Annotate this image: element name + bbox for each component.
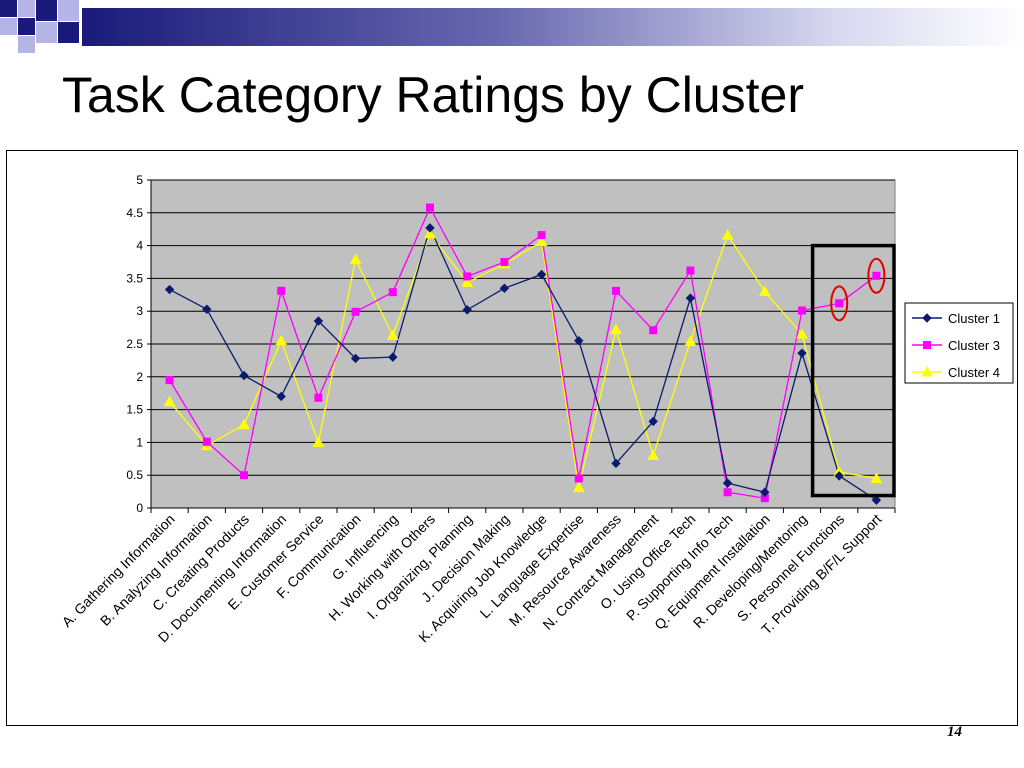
data-point-cluster-4 bbox=[796, 328, 808, 339]
data-point-cluster-1 bbox=[239, 370, 249, 381]
data-point-cluster-1 bbox=[276, 391, 286, 402]
data-point-cluster-1 bbox=[760, 487, 770, 497]
legend-swatch-marker bbox=[922, 313, 932, 323]
series-line-cluster-1 bbox=[169, 226, 877, 501]
data-point-cluster-3 bbox=[277, 286, 286, 295]
y-tick-label: 0.5 bbox=[126, 468, 143, 482]
data-point-cluster-1 bbox=[722, 478, 733, 488]
y-tick-label: 4.5 bbox=[126, 206, 143, 220]
slide-title: Task Category Ratings by Cluster bbox=[62, 67, 804, 123]
y-tick-label: 3 bbox=[136, 304, 143, 318]
y-tick-label: 1 bbox=[136, 435, 143, 449]
data-point-cluster-4 bbox=[424, 227, 436, 239]
deco-square-dark-2 bbox=[36, 0, 57, 21]
y-tick-label: 3.5 bbox=[126, 271, 143, 285]
y-tick-label: 1.5 bbox=[126, 403, 143, 417]
data-point-cluster-3 bbox=[537, 231, 546, 240]
data-point-cluster-3 bbox=[612, 286, 620, 295]
legend-label: Cluster 4 bbox=[948, 365, 1000, 380]
data-point-cluster-3 bbox=[574, 474, 583, 483]
data-point-cluster-1 bbox=[834, 471, 844, 481]
data-point-cluster-1 bbox=[313, 316, 324, 326]
chart-frame: 0 0.5 1 1.5 2 2.5 3 3.5 4 4.5 5 A. Gathering Inform… bbox=[6, 150, 1018, 726]
data-point-cluster-4 bbox=[870, 472, 883, 483]
data-point-cluster-3 bbox=[686, 266, 695, 275]
data-point-cluster-1 bbox=[350, 353, 361, 364]
data-point-cluster-1 bbox=[611, 458, 621, 469]
page-number: 14 bbox=[947, 724, 962, 740]
data-point-cluster-4 bbox=[572, 481, 585, 493]
y-tick-label: 0 bbox=[136, 501, 143, 515]
deco-square-light-4 bbox=[36, 22, 57, 43]
data-point-cluster-3 bbox=[202, 437, 211, 446]
data-point-cluster-3 bbox=[240, 471, 248, 480]
data-point-cluster-3 bbox=[723, 488, 732, 497]
deco-square-dark-4 bbox=[58, 22, 79, 43]
y-tick-label: 2 bbox=[136, 370, 143, 384]
legend-swatch-marker bbox=[921, 365, 933, 377]
line-chart: 00.511.522.533.544.55A. Gathering Inform… bbox=[59, 173, 1014, 645]
data-point-cluster-1 bbox=[797, 348, 807, 358]
deco-square-light-3 bbox=[0, 18, 17, 35]
deco-gradient-bar bbox=[82, 8, 1024, 46]
data-point-cluster-3 bbox=[798, 306, 806, 315]
deco-square-dark-3 bbox=[18, 18, 35, 35]
data-point-cluster-1 bbox=[462, 305, 472, 315]
highlight-circle bbox=[867, 257, 886, 294]
data-point-cluster-4 bbox=[386, 329, 399, 340]
data-point-cluster-1 bbox=[164, 284, 175, 295]
data-point-cluster-3 bbox=[872, 271, 881, 280]
data-point-cluster-4 bbox=[461, 276, 474, 287]
legend-label: Cluster 1 bbox=[948, 311, 1000, 326]
data-point-cluster-1 bbox=[648, 416, 658, 427]
data-point-cluster-3 bbox=[426, 203, 434, 212]
deco-square-light-1 bbox=[18, 0, 35, 17]
data-point-cluster-1 bbox=[871, 495, 882, 505]
data-point-cluster-4 bbox=[349, 253, 362, 264]
data-point-cluster-3 bbox=[165, 376, 174, 385]
data-point-cluster-4 bbox=[238, 418, 250, 430]
data-point-cluster-3 bbox=[351, 307, 360, 316]
data-point-cluster-3 bbox=[314, 393, 323, 402]
data-point-cluster-4 bbox=[312, 436, 325, 447]
deco-square-dark-1 bbox=[0, 0, 17, 17]
legend-label: Cluster 3 bbox=[948, 338, 1000, 353]
y-tick-label: 2.5 bbox=[126, 337, 143, 351]
data-point-cluster-1 bbox=[388, 352, 398, 362]
data-point-cluster-4 bbox=[684, 335, 697, 346]
highlight-circle bbox=[830, 285, 849, 322]
data-point-cluster-1 bbox=[574, 336, 584, 346]
series-line-cluster-4 bbox=[169, 232, 877, 488]
data-point-cluster-3 bbox=[835, 299, 844, 308]
data-point-cluster-4 bbox=[275, 334, 288, 346]
series-line-cluster-3 bbox=[169, 206, 877, 499]
highlight-box bbox=[810, 243, 896, 498]
data-point-cluster-1 bbox=[425, 223, 435, 233]
data-point-cluster-4 bbox=[610, 323, 622, 335]
data-point-cluster-1 bbox=[202, 304, 212, 314]
deco-square-light-2 bbox=[58, 0, 79, 21]
data-point-cluster-4 bbox=[721, 229, 734, 240]
data-point-cluster-1 bbox=[499, 283, 510, 293]
data-point-cluster-3 bbox=[463, 272, 472, 281]
data-point-cluster-4 bbox=[535, 235, 548, 247]
data-point-cluster-4 bbox=[758, 285, 771, 297]
data-point-cluster-3 bbox=[649, 326, 658, 335]
y-tick-label: 4 bbox=[136, 239, 143, 253]
deco-square-light-5 bbox=[18, 36, 35, 53]
data-point-cluster-4 bbox=[647, 449, 660, 461]
data-point-cluster-1 bbox=[536, 269, 547, 280]
data-point-cluster-4 bbox=[163, 395, 176, 407]
y-tick-label: 5 bbox=[136, 173, 143, 187]
data-point-cluster-1 bbox=[685, 293, 696, 303]
legend-swatch-marker bbox=[923, 341, 931, 349]
data-point-cluster-3 bbox=[388, 288, 397, 297]
data-point-cluster-3 bbox=[500, 258, 509, 266]
